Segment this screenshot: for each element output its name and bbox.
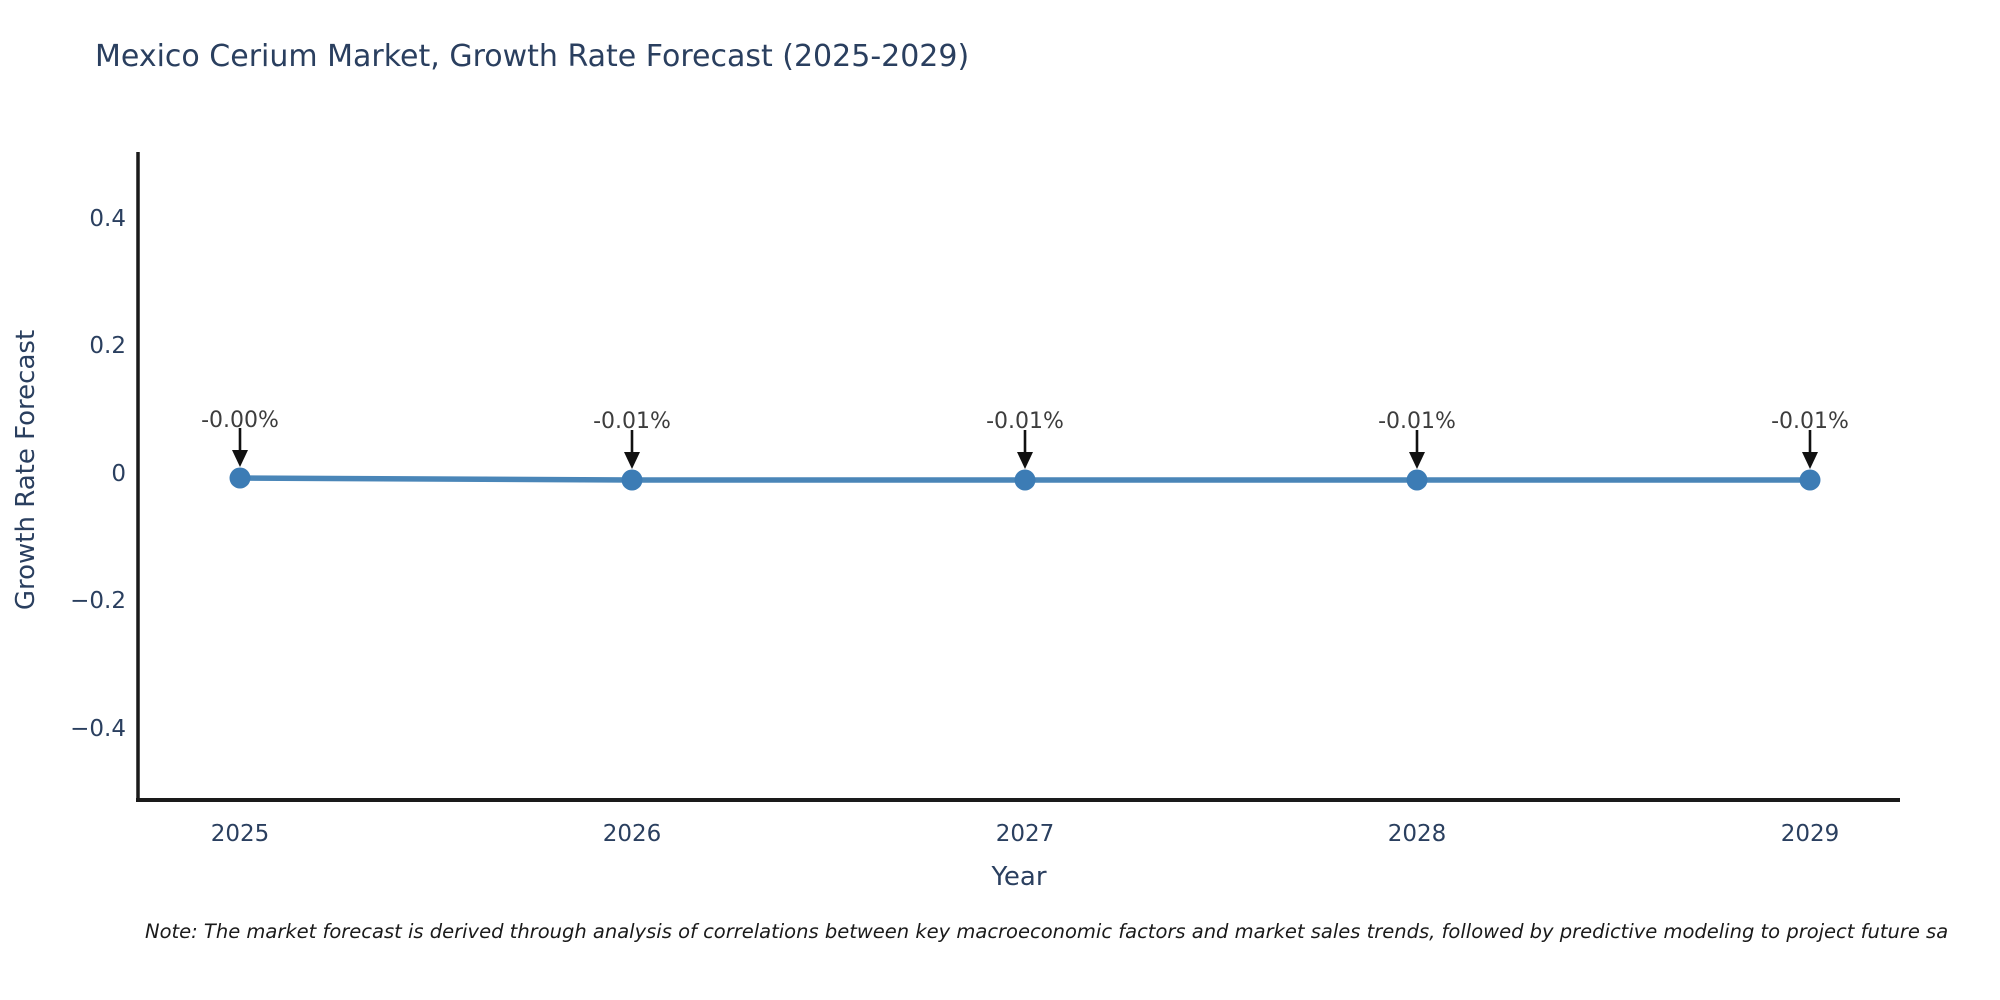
annotation-label-2025: -0.00% [201, 408, 279, 433]
x-tick-2028: 2028 [1388, 821, 1447, 847]
x-axis-title: Year [990, 862, 1046, 892]
x-tick-2025: 2025 [211, 821, 270, 847]
y-axis-title: Growth Rate Forecast [11, 330, 41, 610]
annotation-arrow-2028 [1409, 430, 1425, 469]
annotation-label-2029: -0.01% [1771, 409, 1849, 434]
data-point-2028[interactable] [1406, 469, 1428, 491]
y-tick-0: 0 [111, 461, 126, 487]
y-tick-0.2: 0.2 [89, 333, 126, 359]
data-point-2029[interactable] [1799, 469, 1821, 491]
annotation-label-2028: -0.01% [1378, 409, 1456, 434]
y-tick-0.4: 0.4 [89, 206, 126, 232]
annotation-arrow-2026 [624, 430, 640, 469]
annotation-arrow-2025 [232, 428, 248, 467]
chart-title: Mexico Cerium Market, Growth Rate Foreca… [95, 39, 969, 74]
annotation-arrow-2027 [1017, 430, 1033, 469]
x-tick-2029: 2029 [1781, 821, 1840, 847]
annotation-label-2026: -0.01% [593, 409, 671, 434]
footnote: Note: The market forecast is derived thr… [145, 920, 1948, 943]
annotation-label-2027: -0.01% [986, 409, 1064, 434]
data-point-2027[interactable] [1014, 469, 1036, 491]
data-point-2025[interactable] [229, 467, 251, 489]
x-tick-2026: 2026 [603, 821, 662, 847]
y-tick-neg0.4: −0.4 [70, 716, 126, 742]
data-point-2026[interactable] [621, 469, 643, 491]
y-tick-neg0.2: −0.2 [70, 588, 126, 614]
annotation-arrow-2029 [1802, 430, 1818, 469]
x-tick-2027: 2027 [996, 821, 1055, 847]
